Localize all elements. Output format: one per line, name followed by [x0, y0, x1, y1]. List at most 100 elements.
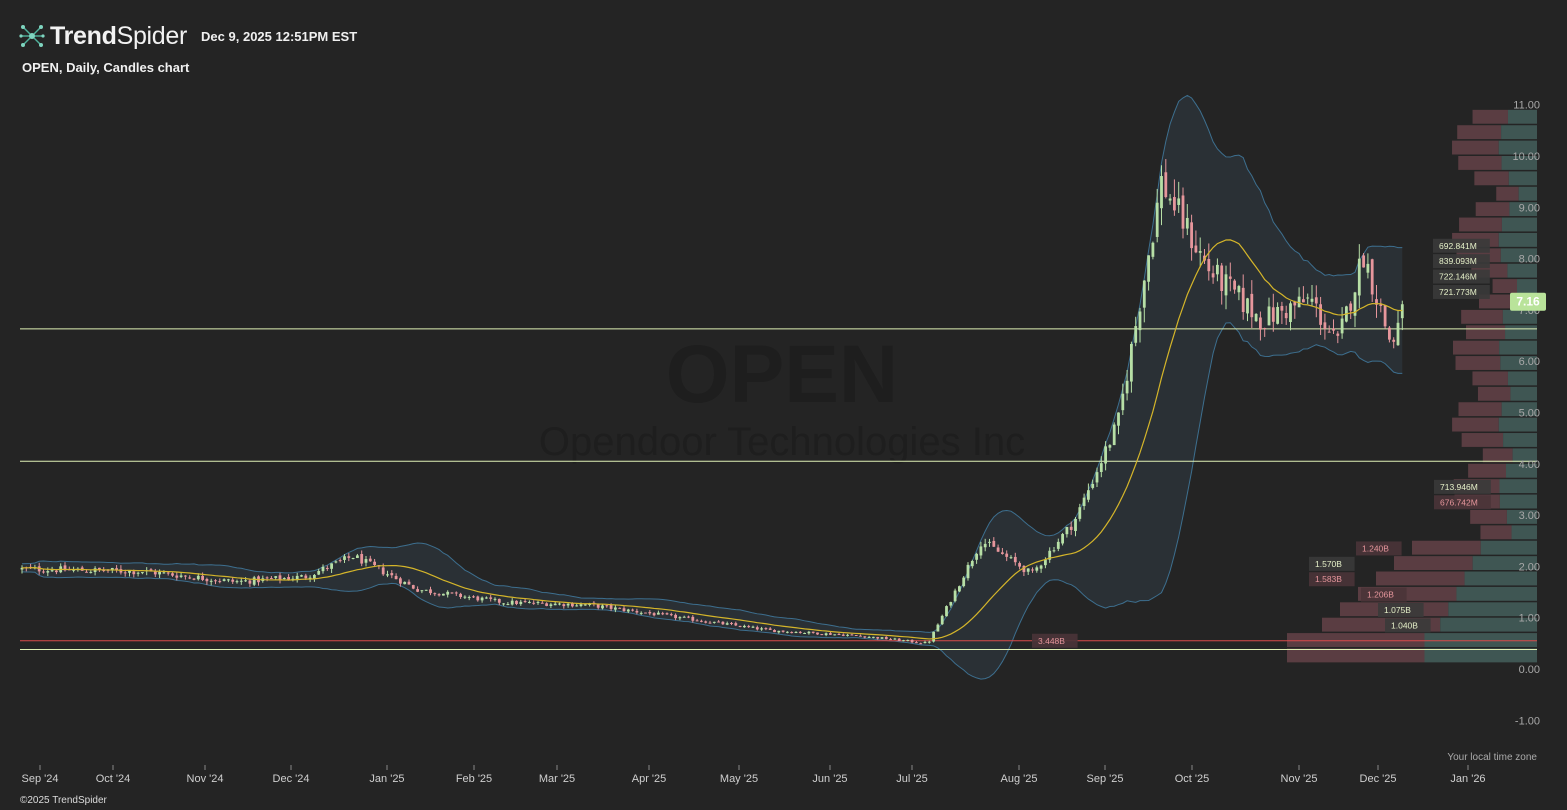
- timezone-note[interactable]: Your local time zone: [1447, 752, 1537, 763]
- candle: [562, 603, 566, 609]
- volume-profile-bar: [1474, 171, 1537, 186]
- candle: [1039, 564, 1043, 573]
- candle: [975, 552, 978, 564]
- candle: [751, 625, 755, 629]
- volume-profile-bar: [1287, 633, 1537, 647]
- candle: [1284, 305, 1288, 325]
- candle: [1310, 285, 1314, 306]
- trendspider-logo-icon: [19, 25, 45, 47]
- candle: [665, 612, 669, 615]
- candle: [1194, 230, 1198, 254]
- candle: [1052, 546, 1056, 553]
- candle: [953, 588, 957, 603]
- candle: [811, 631, 815, 634]
- volume-profile-value: 3.448B: [1038, 636, 1065, 646]
- candle: [454, 591, 458, 596]
- candle: [824, 632, 828, 637]
- candle: [1065, 526, 1069, 538]
- y-tick-label: 2.00: [1519, 561, 1540, 573]
- candle: [988, 538, 991, 547]
- candle: [209, 578, 213, 586]
- candle: [1108, 444, 1112, 452]
- candle: [278, 572, 282, 584]
- candle: [407, 579, 411, 585]
- candle: [347, 553, 351, 562]
- candle: [923, 640, 927, 644]
- candle: [725, 621, 729, 626]
- candle: [1302, 286, 1305, 303]
- candle: [227, 578, 230, 583]
- candle: [876, 636, 880, 640]
- candle: [429, 586, 432, 596]
- candle: [188, 575, 192, 580]
- candle: [235, 579, 239, 584]
- candle: [1181, 187, 1185, 239]
- horizontal-lines: [20, 328, 1537, 651]
- candle: [859, 634, 862, 637]
- candle: [1357, 244, 1361, 309]
- candle: [321, 564, 325, 574]
- candle: [945, 605, 948, 617]
- volume-profile-bar: [1472, 371, 1537, 386]
- candle: [764, 627, 768, 631]
- x-tick-label: Jun '25: [812, 773, 847, 785]
- candle: [1233, 279, 1236, 294]
- candle: [932, 631, 935, 643]
- copyright: ©2025 TrendSpider: [20, 795, 107, 806]
- candle: [416, 586, 419, 593]
- candle: [411, 584, 415, 590]
- candle: [863, 636, 867, 639]
- candle: [910, 639, 914, 644]
- candle: [1112, 422, 1116, 446]
- y-tick-label: 11.00: [1513, 100, 1540, 112]
- candle: [652, 612, 656, 617]
- candle: [760, 626, 763, 631]
- candle: [523, 598, 527, 603]
- candle: [678, 616, 682, 621]
- candle: [545, 602, 548, 607]
- volume-profile-bar: [1475, 202, 1537, 217]
- candle: [872, 636, 875, 639]
- candle: [442, 593, 445, 596]
- candle: [368, 555, 372, 562]
- volume-profile-bar: [1482, 448, 1537, 463]
- y-tick-label: -1.00: [1515, 715, 1540, 727]
- candle: [1164, 159, 1168, 199]
- candle: [601, 604, 604, 610]
- candle: [1314, 285, 1318, 318]
- candle: [476, 595, 480, 602]
- candle: [850, 633, 854, 636]
- candle: [669, 612, 673, 617]
- candle: [1082, 493, 1086, 510]
- candle: [497, 598, 501, 606]
- candle: [1048, 547, 1052, 563]
- candle: [682, 615, 686, 618]
- candle: [317, 568, 321, 576]
- candle: [962, 576, 966, 588]
- volume-profile-bar: [1477, 386, 1537, 401]
- candle: [747, 624, 751, 628]
- candle: [1095, 467, 1099, 488]
- candle: [1142, 280, 1146, 323]
- y-axis: 11.0010.009.008.007.006.005.004.003.002.…: [1512, 100, 1540, 728]
- candle: [889, 637, 892, 641]
- watermark-company: Opendoor Technologies Inc: [539, 420, 1025, 464]
- volume-profile-value: 1.570B: [1315, 559, 1342, 569]
- candle: [566, 602, 570, 608]
- candle: [472, 595, 475, 598]
- volume-profile-bar: [1394, 556, 1537, 571]
- y-tick-label: 9.00: [1519, 202, 1540, 214]
- candle: [1147, 255, 1150, 291]
- candle: [1009, 555, 1013, 560]
- candle: [325, 565, 329, 571]
- candle: [1173, 179, 1176, 216]
- volume-profile-bar: [1452, 417, 1537, 432]
- candle: [420, 590, 424, 594]
- candle: [1013, 552, 1017, 566]
- x-tick-label: Sep '25: [1087, 773, 1124, 785]
- candle: [1190, 214, 1193, 261]
- candle: [493, 597, 497, 602]
- volume-profile-bar: [1412, 540, 1537, 555]
- candle: [1228, 262, 1232, 292]
